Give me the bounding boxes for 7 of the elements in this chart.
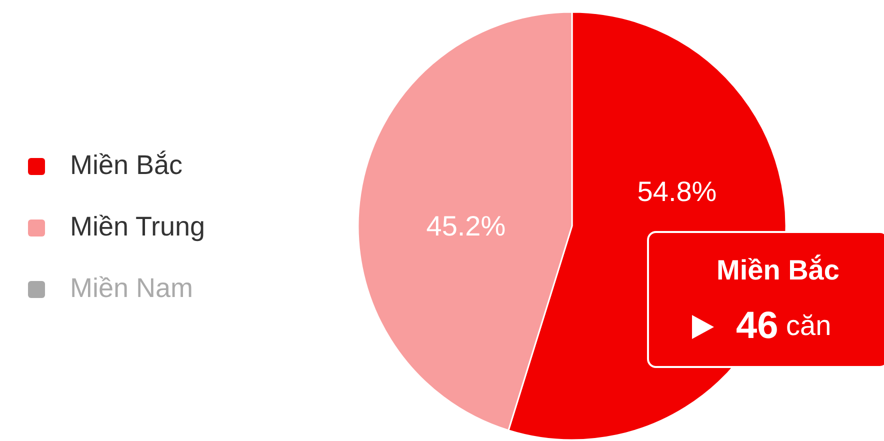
legend-label: Miền Bắc xyxy=(70,150,183,180)
data-label: 54.8% xyxy=(637,176,717,207)
legend-label: Miền Trung xyxy=(70,212,206,242)
text: Miền Bắc xyxy=(716,254,840,286)
text: 46 căn xyxy=(736,305,832,348)
data-label: 45.2% xyxy=(426,210,506,242)
legend-label: Miền Nam xyxy=(70,273,194,304)
